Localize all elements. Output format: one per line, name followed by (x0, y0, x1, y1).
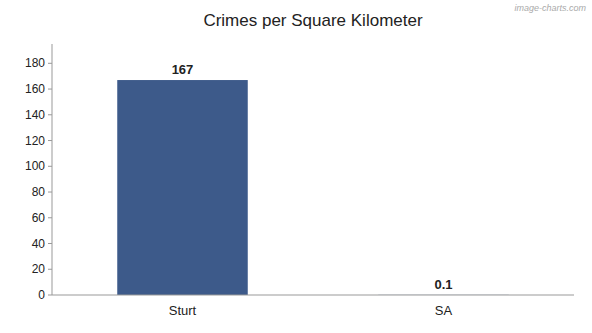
y-axis-line (52, 44, 53, 295)
y-tick-label: 60 (32, 211, 46, 225)
y-tick (48, 243, 52, 244)
y-tick (48, 166, 52, 167)
x-axis-line (52, 295, 574, 296)
y-axis: 0 20 40 60 80 100 120 140 160 180 (25, 44, 52, 302)
y-tick-label: 140 (25, 108, 45, 122)
y-tick (48, 89, 52, 90)
y-tick-label: 20 (32, 262, 46, 276)
data-label: 167 (172, 62, 194, 77)
data-label: 0.1 (434, 277, 452, 292)
x-tick-label: SA (435, 303, 453, 318)
bar (117, 80, 248, 295)
y-tick (48, 269, 52, 270)
chart-title: Crimes per Square Kilometer (203, 11, 423, 30)
y-tick (48, 192, 52, 193)
y-tick-label: 80 (32, 185, 46, 199)
y-tick (48, 295, 52, 296)
y-tick-label: 160 (25, 82, 45, 96)
y-tick (48, 114, 52, 115)
bars (117, 80, 509, 295)
y-tick-label: 0 (38, 288, 45, 302)
y-tick-label: 40 (32, 237, 46, 251)
y-tick-label: 180 (25, 56, 45, 70)
data-labels: 167 0.1 (172, 62, 453, 292)
y-tick-label: 100 (25, 159, 45, 173)
annotation: image-charts.com (514, 3, 586, 13)
y-tick (48, 140, 52, 141)
x-tick-label: Sturt (169, 303, 197, 318)
y-tick-label: 120 (25, 134, 45, 148)
chart-svg: Crimes per Square Kilometer image-charts.… (0, 0, 592, 333)
background (0, 0, 592, 333)
chart-container: Crimes per Square Kilometer image-charts.… (0, 0, 592, 333)
y-tick (48, 63, 52, 64)
y-tick (48, 217, 52, 218)
x-axis: Sturt SA (52, 295, 574, 318)
